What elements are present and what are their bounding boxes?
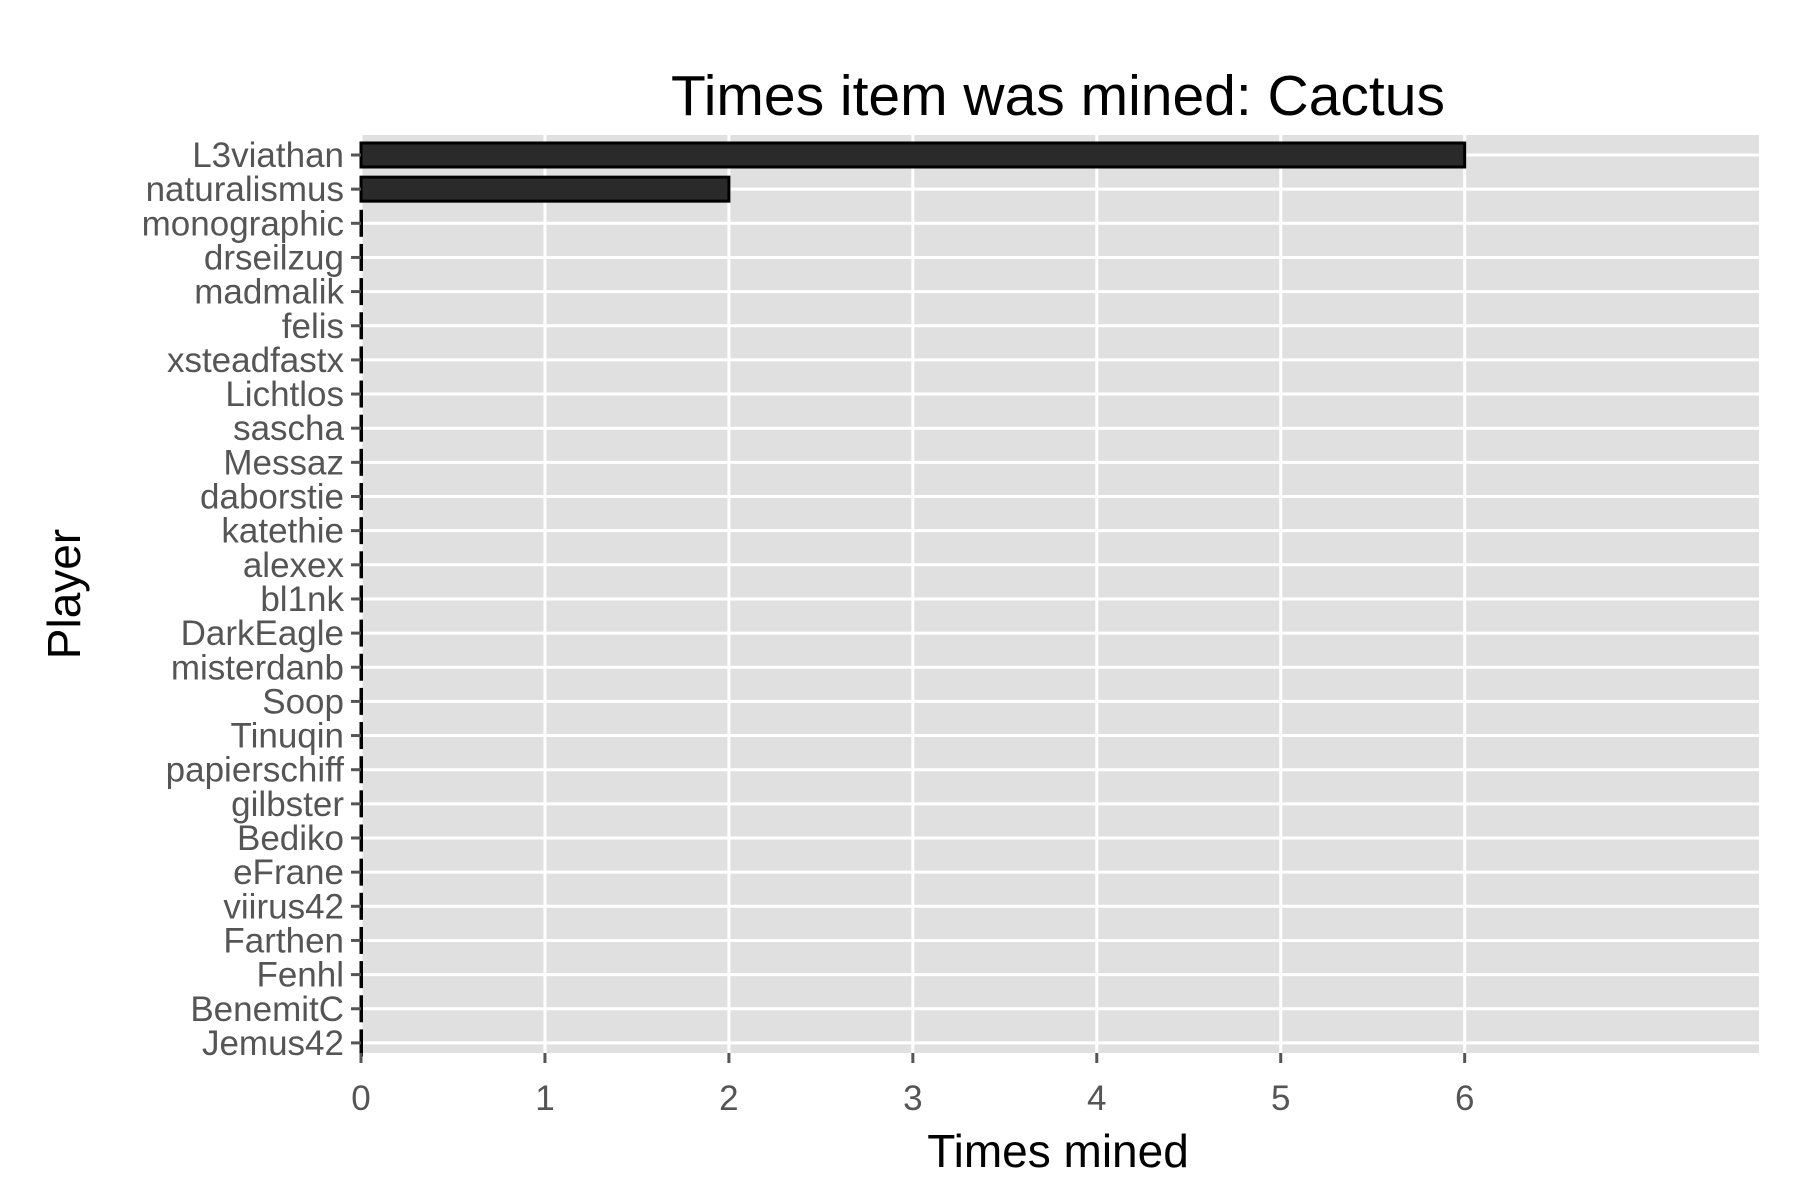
- y-tick-label: papierschiff: [166, 751, 345, 790]
- y-axis-title: Player: [38, 529, 90, 659]
- bar: [359, 722, 363, 750]
- x-tick-label: 2: [719, 1079, 738, 1118]
- y-tick-label: daborstie: [200, 478, 344, 517]
- bar: [359, 1029, 363, 1057]
- y-tick-label: Jemus42: [202, 1024, 344, 1063]
- y-tick-label: eFrane: [233, 853, 344, 892]
- y-tick-label: Farthen: [223, 921, 344, 960]
- bar: [359, 961, 363, 989]
- y-tick-label: gilbster: [231, 785, 344, 824]
- bar: [359, 824, 363, 852]
- bar: [359, 995, 363, 1023]
- bar: [359, 892, 363, 920]
- bar: [359, 926, 363, 954]
- y-axis: L3viathannaturalismusmonographicdrseilzu…: [142, 136, 361, 1063]
- x-tick-label: 1: [535, 1079, 554, 1118]
- plot-panel: [361, 135, 1759, 1053]
- x-tick-label: 3: [903, 1079, 922, 1118]
- bar: [359, 278, 363, 306]
- y-tick-label: misterdanb: [171, 648, 344, 687]
- y-tick-label: Bediko: [237, 819, 344, 858]
- bar: [359, 756, 363, 784]
- y-tick-label: Messaz: [223, 443, 344, 482]
- y-tick-label: xsteadfastx: [167, 341, 345, 380]
- y-tick-label: felis: [282, 307, 344, 346]
- bar: [359, 551, 363, 579]
- bar: [359, 858, 363, 886]
- bar: [359, 209, 363, 237]
- bar: [359, 483, 363, 510]
- y-tick-label: Tinuqin: [231, 717, 345, 756]
- x-tick-label: 4: [1087, 1079, 1106, 1118]
- bar: [359, 175, 731, 203]
- chart-title: Times item was mined: Cactus: [671, 64, 1445, 128]
- bar: [359, 243, 363, 271]
- y-tick-label: katethie: [221, 512, 344, 551]
- y-tick-label: madmalik: [194, 273, 344, 312]
- bar: [359, 653, 363, 681]
- y-tick-label: alexex: [243, 546, 345, 585]
- y-tick-label: DarkEagle: [181, 614, 344, 653]
- bar: [359, 312, 363, 340]
- y-tick-label: drseilzug: [204, 238, 344, 277]
- x-tick-label: 0: [351, 1079, 370, 1118]
- y-tick-label: bl1nk: [260, 580, 344, 619]
- bar: [359, 141, 1467, 169]
- bar: [359, 585, 363, 613]
- bar: [359, 346, 363, 374]
- y-tick-label: sascha: [233, 409, 344, 448]
- y-tick-label: L3viathan: [192, 136, 344, 175]
- bar: [359, 790, 363, 818]
- bar: [359, 448, 363, 476]
- y-tick-label: monographic: [142, 204, 344, 243]
- bar: [359, 619, 363, 647]
- y-tick-label: Fenhl: [256, 956, 344, 995]
- bar: [359, 687, 363, 715]
- bars: [359, 141, 1467, 1057]
- bar: [359, 517, 363, 545]
- y-tick-label: viirus42: [223, 887, 344, 926]
- y-tick-label: BenemitC: [190, 990, 344, 1029]
- y-tick-label: naturalismus: [146, 170, 344, 209]
- gridlines: [359, 135, 1759, 1053]
- bar: [359, 380, 363, 408]
- x-axis-title: Times mined: [927, 1125, 1189, 1177]
- x-axis: 0 1 2 3 4 5 6: [351, 1053, 1474, 1118]
- y-tick-label: Soop: [262, 682, 344, 721]
- bar: [359, 414, 363, 442]
- y-tick-label: Lichtlos: [225, 375, 344, 414]
- x-tick-label: 6: [1455, 1079, 1474, 1118]
- x-tick-label: 5: [1271, 1079, 1290, 1118]
